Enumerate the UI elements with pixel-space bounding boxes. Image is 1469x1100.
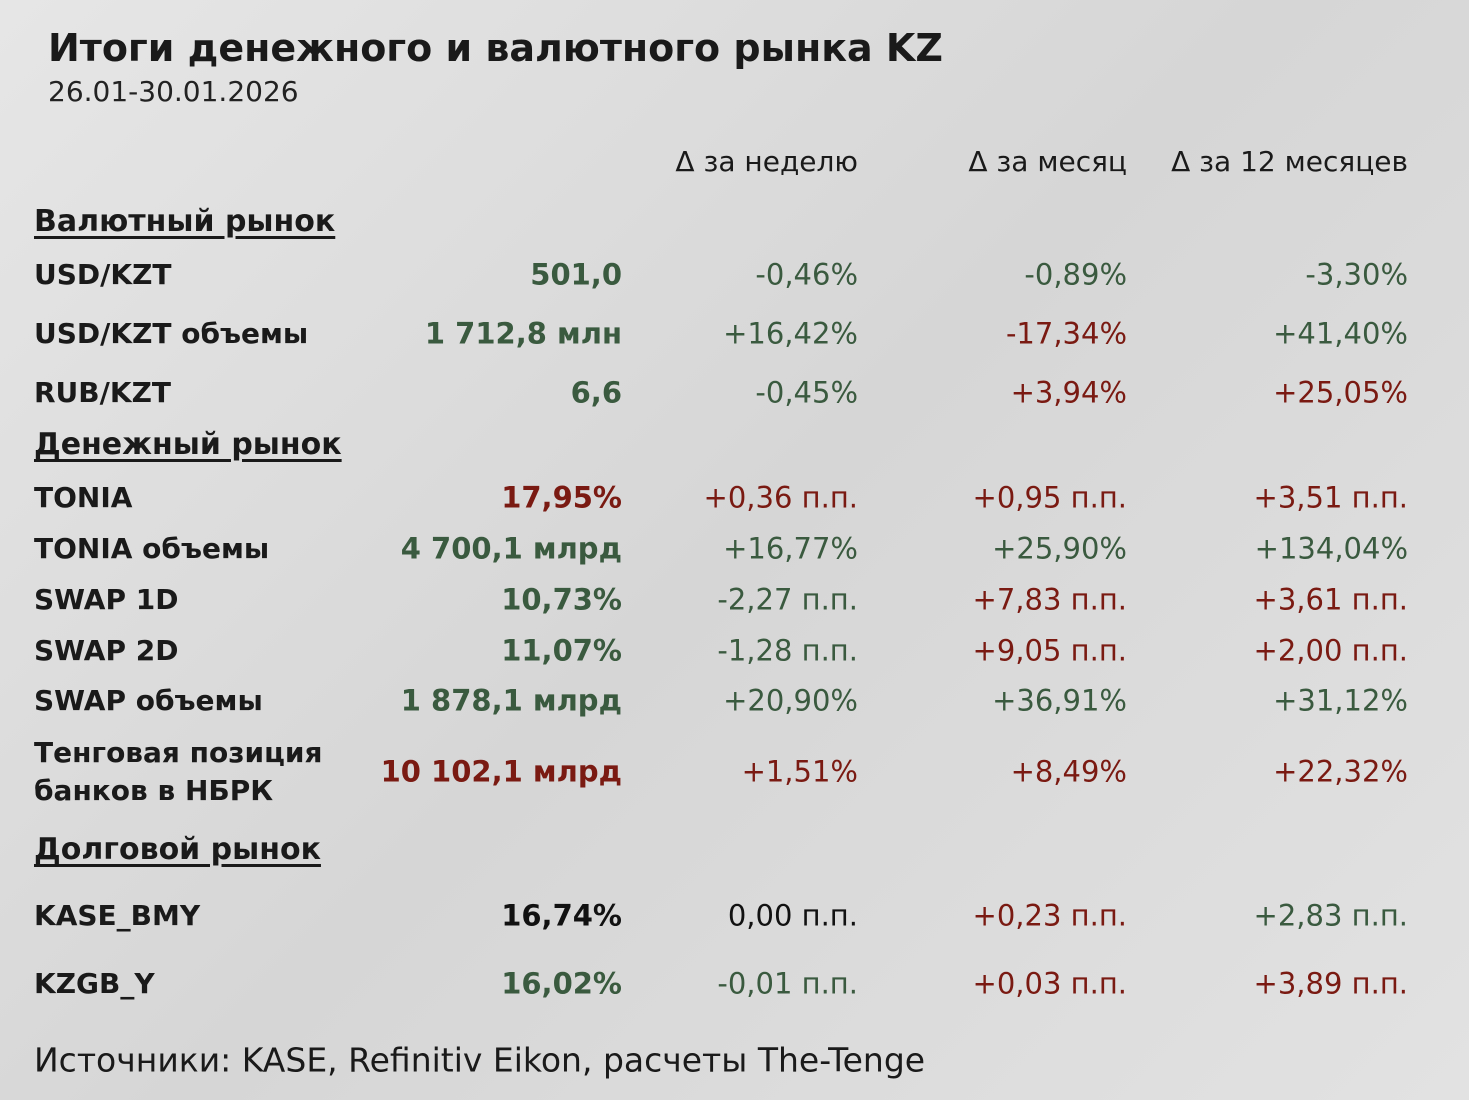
column-header: Δ за месяц	[968, 145, 1127, 178]
row-label: USD/KZT	[34, 258, 172, 291]
row-label: SWAP 1D	[34, 583, 179, 616]
row-change: +16,42%	[723, 316, 858, 351]
row-change: -3,30%	[1305, 257, 1408, 292]
source: Источники: KASE, Refinitiv Eikon, расчет…	[34, 1040, 926, 1080]
row-label: TONIA объемы	[34, 532, 270, 565]
row-value: 1 712,8 млн	[424, 316, 622, 351]
row-label: RUB/KZT	[34, 376, 171, 409]
row-change: +36,91%	[992, 683, 1127, 718]
row-change: +22,32%	[1273, 754, 1408, 789]
row-change: -0,89%	[1024, 257, 1127, 292]
row-change: +25,90%	[992, 531, 1127, 566]
row-value: 11,07%	[501, 633, 622, 668]
row-value: 16,02%	[501, 966, 622, 1001]
row-change: +8,49%	[1010, 754, 1127, 789]
row-change: +25,05%	[1273, 375, 1408, 410]
row-change: +0,95 п.п.	[972, 480, 1127, 515]
row-change: -17,34%	[1005, 316, 1127, 351]
row-label: Тенговая позиция банков в НБРК	[34, 736, 323, 807]
row-change: +3,94%	[1010, 375, 1127, 410]
row-change: -1,28 п.п.	[717, 633, 858, 668]
row-change: -0,01 п.п.	[717, 966, 858, 1001]
row-value: 1 878,1 млрд	[400, 683, 622, 718]
row-change: +7,83 п.п.	[972, 582, 1127, 617]
row-value: 17,95%	[501, 480, 622, 515]
row-change: +3,89 п.п.	[1253, 966, 1408, 1001]
row-change: +0,36 п.п.	[703, 480, 858, 515]
row-label: KASE_BMY	[34, 899, 201, 932]
row-value: 501,0	[530, 257, 622, 292]
row-label: SWAP 2D	[34, 634, 179, 667]
subtitle: 26.01-30.01.2026	[48, 75, 299, 108]
row-label: SWAP объемы	[34, 684, 263, 717]
row-value: 4 700,1 млрд	[400, 531, 622, 566]
title: Итоги денежного и валютного рынка KZ	[48, 26, 943, 70]
row-change: +31,12%	[1273, 683, 1408, 718]
row-change: +3,61 п.п.	[1253, 582, 1408, 617]
column-header: Δ за неделю	[675, 145, 858, 178]
row-change: +20,90%	[723, 683, 858, 718]
row-change: 0,00 п.п.	[727, 898, 858, 933]
row-value: 16,74%	[501, 898, 622, 933]
row-change: +2,83 п.п.	[1253, 898, 1408, 933]
column-header: Δ за 12 месяцев	[1171, 145, 1408, 178]
row-change: -0,45%	[755, 375, 858, 410]
section-title: Долговой рынок	[34, 832, 321, 867]
row-value: 6,6	[570, 375, 622, 410]
row-change: +1,51%	[741, 754, 858, 789]
row-value: 10 102,1 млрд	[380, 754, 622, 789]
row-change: -0,46%	[755, 257, 858, 292]
row-change: +134,04%	[1254, 531, 1408, 566]
row-label: TONIA	[34, 481, 133, 514]
row-value: 10,73%	[501, 582, 622, 617]
section-title: Денежный рынок	[34, 427, 342, 462]
row-change: -2,27 п.п.	[717, 582, 858, 617]
row-change: +3,51 п.п.	[1253, 480, 1408, 515]
row-label: USD/KZT объемы	[34, 317, 309, 350]
row-change: +41,40%	[1273, 316, 1408, 351]
row-change: +0,03 п.п.	[972, 966, 1127, 1001]
row-change: +16,77%	[723, 531, 858, 566]
row-label: KZGB_Y	[34, 967, 155, 1000]
row-change: +2,00 п.п.	[1253, 633, 1408, 668]
section-title: Валютный рынок	[34, 204, 336, 239]
row-change: +9,05 п.п.	[972, 633, 1127, 668]
row-change: +0,23 п.п.	[972, 898, 1127, 933]
